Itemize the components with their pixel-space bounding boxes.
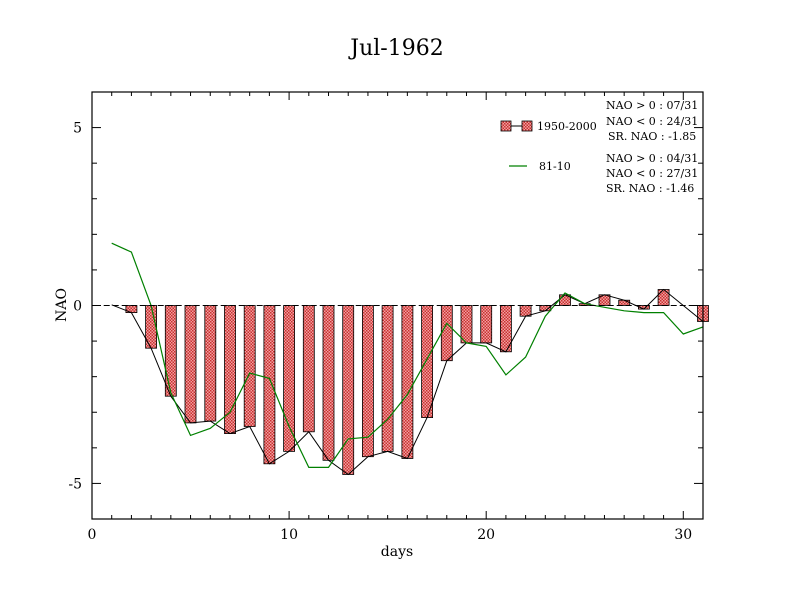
stat-nao-positive-2: NAO > 0 : 04/31 xyxy=(606,152,698,165)
legend-entry-1950-2000: 1950-2000 xyxy=(500,120,597,133)
bar-day-16 xyxy=(401,305,414,459)
legend-label-81-10: 81-10 xyxy=(539,160,571,173)
legend: 1950-2000 NAO > 0 : 07/31 NAO < 0 : 24/3… xyxy=(500,99,698,195)
y-tick-label: -5 xyxy=(68,476,82,492)
legend-stats-1950-2000: NAO > 0 : 07/31 NAO < 0 : 24/31 SR. NAO … xyxy=(606,99,698,143)
y-axis-label: NAO xyxy=(54,288,70,322)
bar-day-27 xyxy=(618,299,631,306)
legend-entry-81-10: 81-10 xyxy=(509,160,571,173)
bar-day-11 xyxy=(302,305,315,433)
stat-nao-negative-1: NAO < 0 : 24/31 xyxy=(606,115,698,128)
bar-day-8 xyxy=(243,305,256,427)
bar-day-15 xyxy=(381,305,394,452)
stat-sr-nao-2: SR. NAO : -1.46 xyxy=(606,182,694,195)
bar-day-22 xyxy=(519,305,532,317)
y-axis-ticks: -5 0 5 xyxy=(68,91,703,520)
bar-day-29 xyxy=(657,289,670,306)
y-tick-label: 5 xyxy=(73,121,82,137)
x-tick-label: 20 xyxy=(477,527,495,543)
legend-label-1950-2000: 1950-2000 xyxy=(537,120,597,133)
bar-day-19 xyxy=(460,305,473,344)
bar-day-7 xyxy=(224,305,236,435)
y-tick-label: 0 xyxy=(73,299,82,315)
bar-end-line xyxy=(111,288,704,476)
series-line-81-10 xyxy=(111,242,704,468)
line-series-81-10 xyxy=(111,242,704,468)
x-tick-label: 10 xyxy=(280,527,298,543)
chart-title: Jul-1962 xyxy=(348,36,443,61)
bar-day-17 xyxy=(421,305,434,418)
bar-day-4 xyxy=(164,305,177,397)
bar-series-1950-2000 xyxy=(125,289,709,475)
bar-day-9 xyxy=(263,305,276,465)
stat-sr-nao-1: SR. NAO : -1.85 xyxy=(608,130,696,143)
x-axis-ticks: 0 10 20 30 xyxy=(88,92,704,543)
bar-day-12 xyxy=(322,305,335,461)
bar-day-13 xyxy=(342,305,355,475)
stat-nao-negative-2: NAO < 0 : 27/31 xyxy=(606,167,698,180)
bar-day-10 xyxy=(283,305,296,452)
legend-bar-swatch xyxy=(521,120,533,132)
legend-stats-81-10: NAO > 0 : 04/31 NAO < 0 : 27/31 SR. NAO … xyxy=(606,152,698,195)
x-axis-label: days xyxy=(381,544,413,560)
stat-nao-positive-1: NAO > 0 : 07/31 xyxy=(606,99,698,112)
bar-day-18 xyxy=(440,305,453,362)
bar-day-5 xyxy=(184,305,197,424)
x-tick-label: 0 xyxy=(88,527,97,543)
x-tick-label: 30 xyxy=(674,527,692,543)
bar-day-20 xyxy=(480,305,493,344)
bar-outline-line xyxy=(111,288,704,476)
legend-bar-swatch xyxy=(500,120,512,132)
bar-day-6 xyxy=(204,305,217,422)
